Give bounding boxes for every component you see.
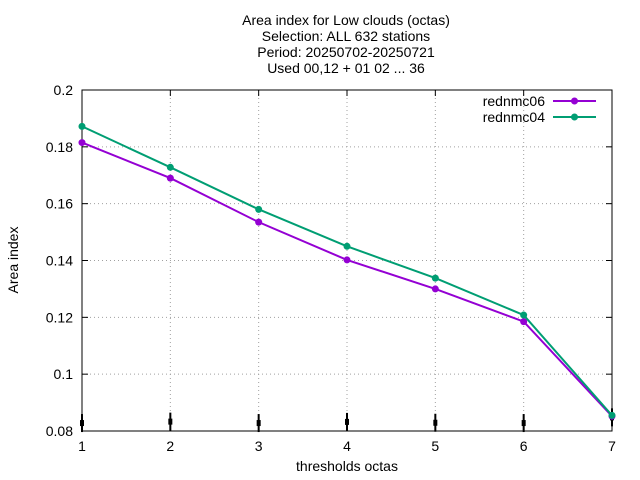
- y-tick-label: 0.16: [46, 196, 73, 212]
- y-tick-label: 0.1: [54, 366, 74, 382]
- x-tick-label: 6: [520, 438, 528, 454]
- error-bar-marker: [433, 419, 438, 426]
- title-line-2: Selection: ALL 632 stations: [262, 28, 430, 44]
- y-tick-label: 0.12: [46, 309, 73, 325]
- x-tick-label: 4: [343, 438, 351, 454]
- axes-layer: 0.08 0.1 0.12 0.14 0.16 0.18 0.2 1 2 3 4 5 6 7: [46, 82, 616, 454]
- data-point-rednmc04: [608, 411, 616, 419]
- x-tick-label: 5: [431, 438, 439, 454]
- y-tick-label: 0.2: [54, 82, 74, 98]
- data-point-rednmc06: [520, 318, 528, 326]
- title-line-3: Period: 20250702-20250721: [257, 44, 435, 60]
- y-tick-label: 0.08: [46, 423, 73, 439]
- x-tick-label: 3: [255, 438, 263, 454]
- chart-title: Area index for Low clouds (octas) Select…: [242, 12, 450, 76]
- x-axis-label: thresholds octas: [296, 458, 398, 474]
- error-bar-marker: [80, 420, 84, 427]
- legend-label-rednmc06: rednmc06: [483, 93, 545, 109]
- legend-label-rednmc04: rednmc04: [483, 109, 545, 125]
- y-tick-label: 0.14: [46, 253, 73, 269]
- error-bar-marker: [168, 418, 173, 425]
- y-axis-label: Area index: [5, 227, 21, 294]
- x-tick-label: 2: [166, 438, 174, 454]
- error-bar-marker: [345, 418, 349, 425]
- y-tick-label: 0.18: [46, 139, 73, 155]
- data-point-rednmc06: [78, 139, 86, 147]
- x-tick-label: 1: [78, 438, 86, 454]
- data-point-rednmc04: [166, 163, 174, 171]
- error-bar-layer: [80, 408, 614, 433]
- data-point-rednmc04: [520, 311, 528, 319]
- data-point-rednmc06: [255, 218, 263, 226]
- data-point-rednmc06: [431, 285, 439, 293]
- error-bar-marker: [256, 420, 261, 427]
- title-line-4: Used 00,12 + 01 02 ... 36: [267, 60, 425, 76]
- data-point-rednmc04: [431, 274, 439, 282]
- title-line-1: Area index for Low clouds (octas): [242, 12, 450, 28]
- x-tick-label: 7: [608, 438, 616, 454]
- data-point-rednmc06: [166, 174, 174, 182]
- data-point-rednmc06: [343, 256, 351, 264]
- data-point-rednmc04: [343, 242, 351, 250]
- legend-marker-rednmc04: [571, 113, 578, 121]
- data-point-rednmc04: [78, 122, 86, 130]
- legend-marker-rednmc06: [571, 97, 578, 105]
- data-point-rednmc04: [255, 205, 263, 213]
- error-bar-marker: [521, 420, 526, 427]
- series-layer: [78, 122, 616, 420]
- series-line-rednmc06: [81, 141, 613, 417]
